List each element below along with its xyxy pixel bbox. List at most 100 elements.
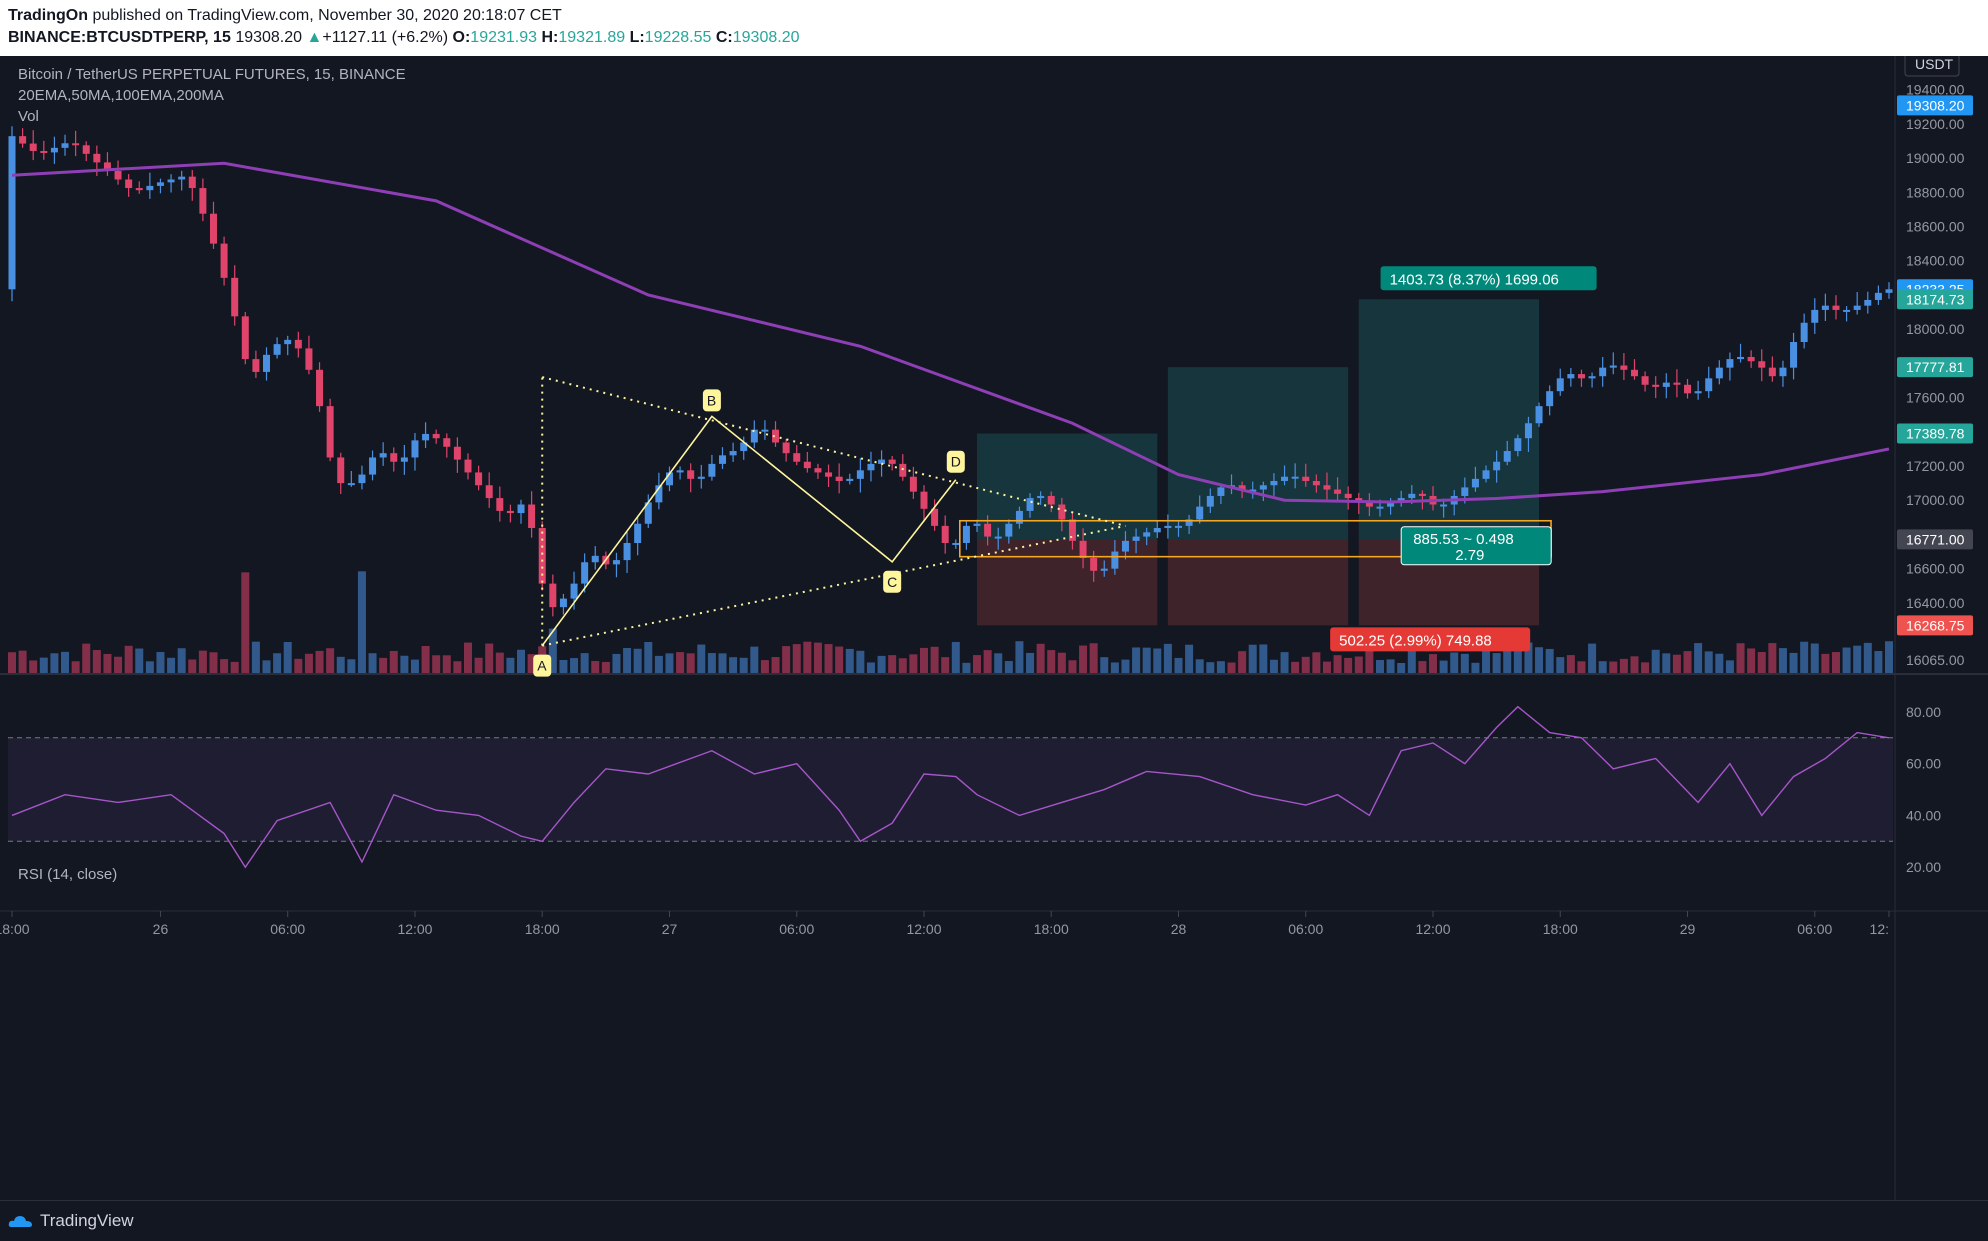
candle-body xyxy=(1758,361,1766,368)
candle-body xyxy=(1715,367,1723,379)
high-label: H: xyxy=(541,29,559,46)
candle-body xyxy=(231,277,239,317)
volume-bar xyxy=(1651,649,1660,673)
volume-bar xyxy=(1089,643,1098,673)
publish-header: TradingOn published on TradingView.com, … xyxy=(0,0,1988,56)
candle-body xyxy=(273,344,281,355)
target-zone xyxy=(1358,299,1540,540)
candle-body xyxy=(644,502,652,524)
candle-body xyxy=(1524,423,1532,439)
volume-bar xyxy=(1598,661,1607,673)
volume-bar xyxy=(601,661,610,673)
rsi-legend[interactable]: RSI (14, close) xyxy=(18,866,118,883)
candle-body xyxy=(220,243,228,278)
target-label: 1403.73 (8.37%) 1699.06 xyxy=(1390,271,1559,288)
cloud-icon xyxy=(8,1216,32,1227)
candle-body xyxy=(443,438,451,447)
candle-body xyxy=(294,339,302,349)
candle-body xyxy=(125,179,133,189)
volume-bar xyxy=(50,653,59,673)
volume-bar xyxy=(495,652,504,673)
candle-body xyxy=(50,147,58,153)
volume-bar xyxy=(1132,647,1141,673)
volume-bar xyxy=(1757,652,1766,673)
volume-bar xyxy=(909,654,918,673)
time-tick-label: 18:00 xyxy=(1034,921,1069,937)
candle-body xyxy=(962,525,970,543)
price-tag xyxy=(1897,529,1973,550)
candle-body xyxy=(1376,506,1384,509)
price-tick-label: 19400.00 xyxy=(1906,82,1965,98)
candle-body xyxy=(1334,489,1342,494)
candle-body xyxy=(740,442,748,452)
volume-bar xyxy=(1768,643,1777,673)
candle-body xyxy=(188,176,196,189)
candle-body xyxy=(178,176,186,180)
candle-body xyxy=(1853,305,1861,310)
candle-body xyxy=(581,562,589,584)
candle-body xyxy=(1058,504,1066,520)
volume-bar xyxy=(1238,651,1247,673)
volume-bar xyxy=(421,645,430,673)
candle-body xyxy=(1874,292,1882,300)
pattern-point-badge xyxy=(533,654,552,677)
volume-bar xyxy=(294,658,303,673)
volume-bar xyxy=(1694,643,1703,673)
tradingview-logo[interactable]: TradingView xyxy=(8,1211,134,1231)
volume-bar xyxy=(1736,643,1745,673)
time-tick-label: 26 xyxy=(153,921,169,937)
candle-body xyxy=(316,369,324,407)
volume-bar xyxy=(230,661,239,673)
volume-bar xyxy=(241,572,250,673)
publisher-name[interactable]: TradingOn xyxy=(8,7,88,24)
time-tick-label: 27 xyxy=(662,921,678,937)
volume-bar xyxy=(919,647,928,673)
candle-body xyxy=(135,188,143,191)
price-tick-label: 18000.00 xyxy=(1906,321,1965,337)
candle-body xyxy=(1196,506,1204,520)
candle-body xyxy=(1111,551,1119,569)
candle-body xyxy=(538,528,546,584)
ma-legend[interactable]: 20EMA,50MA,100EMA,200MA xyxy=(18,87,224,104)
candle-body xyxy=(1270,480,1278,486)
pattern-point-badge xyxy=(702,389,721,412)
volume-bar xyxy=(1100,657,1109,673)
price-tick-label: 19200.00 xyxy=(1906,116,1965,132)
volume-bar xyxy=(1535,647,1544,673)
volume-bar xyxy=(368,653,377,673)
chart-area[interactable]: USDT16065.0016400.0016600.0016800.001700… xyxy=(0,49,1988,1216)
price-tag-label: 17389.78 xyxy=(1906,426,1965,442)
candle-body xyxy=(1185,519,1193,526)
candle-body xyxy=(1800,322,1808,342)
volume-bar xyxy=(1365,645,1374,673)
candle-body xyxy=(1206,495,1214,507)
volume-bar xyxy=(1429,654,1438,673)
volume-bar xyxy=(1450,652,1459,673)
volume-bar xyxy=(1291,661,1300,673)
volume-bar xyxy=(463,642,472,673)
volume-bar xyxy=(326,648,335,673)
volume-bar xyxy=(103,653,112,673)
candle-body xyxy=(1747,356,1755,362)
rsi-tick-label: 60.00 xyxy=(1906,756,1941,772)
volume-bar xyxy=(1047,650,1056,673)
chart-canvas[interactable]: USDT16065.0016400.0016600.0016800.001700… xyxy=(0,49,1988,1200)
volume-bar xyxy=(1259,644,1268,673)
candle-body xyxy=(40,150,48,153)
volume-legend[interactable]: Vol xyxy=(18,108,39,125)
volume-bar xyxy=(718,653,727,673)
low-value: 19228.55 xyxy=(644,29,712,46)
stop-label-box xyxy=(1330,627,1531,652)
volume-bar xyxy=(570,658,579,673)
volume-bar xyxy=(251,641,260,673)
volume-bar xyxy=(1725,660,1734,673)
candle-body xyxy=(422,433,430,441)
candle-body xyxy=(1768,367,1776,377)
candle-body xyxy=(305,348,313,370)
price-tag xyxy=(1897,357,1973,378)
volume-bar xyxy=(82,643,91,673)
candle-body xyxy=(1790,341,1798,368)
high-value: 19321.89 xyxy=(558,29,626,46)
volume-bar xyxy=(273,653,282,673)
time-tick-label: 06:00 xyxy=(1797,921,1832,937)
